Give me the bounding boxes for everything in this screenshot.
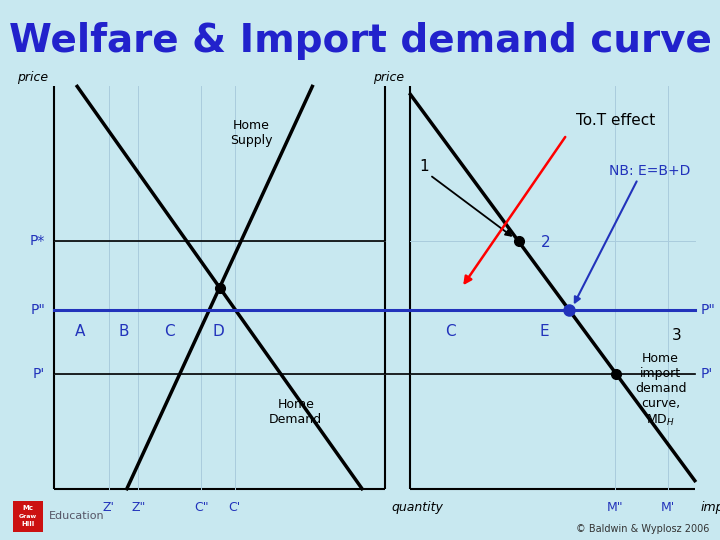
Text: Mc: Mc [22,505,34,511]
Text: C: C [445,324,456,339]
Text: Z": Z" [131,501,145,514]
Text: A: A [76,324,86,339]
Text: NB: E=B+D: NB: E=B+D [608,164,690,178]
Text: Hill: Hill [22,521,35,527]
Text: P': P' [33,367,45,381]
Text: Education: Education [49,511,104,521]
Text: Home
Supply: Home Supply [230,119,272,147]
Text: P': P' [701,367,713,381]
Text: P": P" [30,303,45,316]
Text: C: C [165,324,175,339]
Text: B: B [118,324,129,339]
Text: price: price [17,71,48,84]
Text: Home
Demand: Home Demand [269,399,323,426]
Text: M': M' [661,501,675,514]
Bar [13,501,43,532]
Text: 1: 1 [419,159,428,174]
Text: 3: 3 [672,328,682,343]
Text: To.T effect: To.T effect [575,113,654,128]
Text: M": M" [607,501,624,514]
Text: Welfare & Import demand curve: Welfare & Import demand curve [9,22,711,59]
Text: Z': Z' [103,501,114,514]
Text: quantity: quantity [391,501,443,514]
Text: C': C' [228,501,240,514]
Text: P*: P* [30,234,45,248]
Text: D: D [212,324,224,339]
Text: © Baldwin & Wyplosz 2006: © Baldwin & Wyplosz 2006 [576,523,709,534]
Text: imports: imports [701,501,720,514]
Text: 2: 2 [541,235,551,251]
Text: Home
import
demand
curve,
MD$_H$: Home import demand curve, MD$_H$ [635,353,686,428]
Text: price: price [374,71,405,84]
Text: P": P" [701,303,716,316]
Text: E: E [539,324,549,339]
Text: C": C" [194,501,209,514]
Text: Graw: Graw [19,514,37,519]
